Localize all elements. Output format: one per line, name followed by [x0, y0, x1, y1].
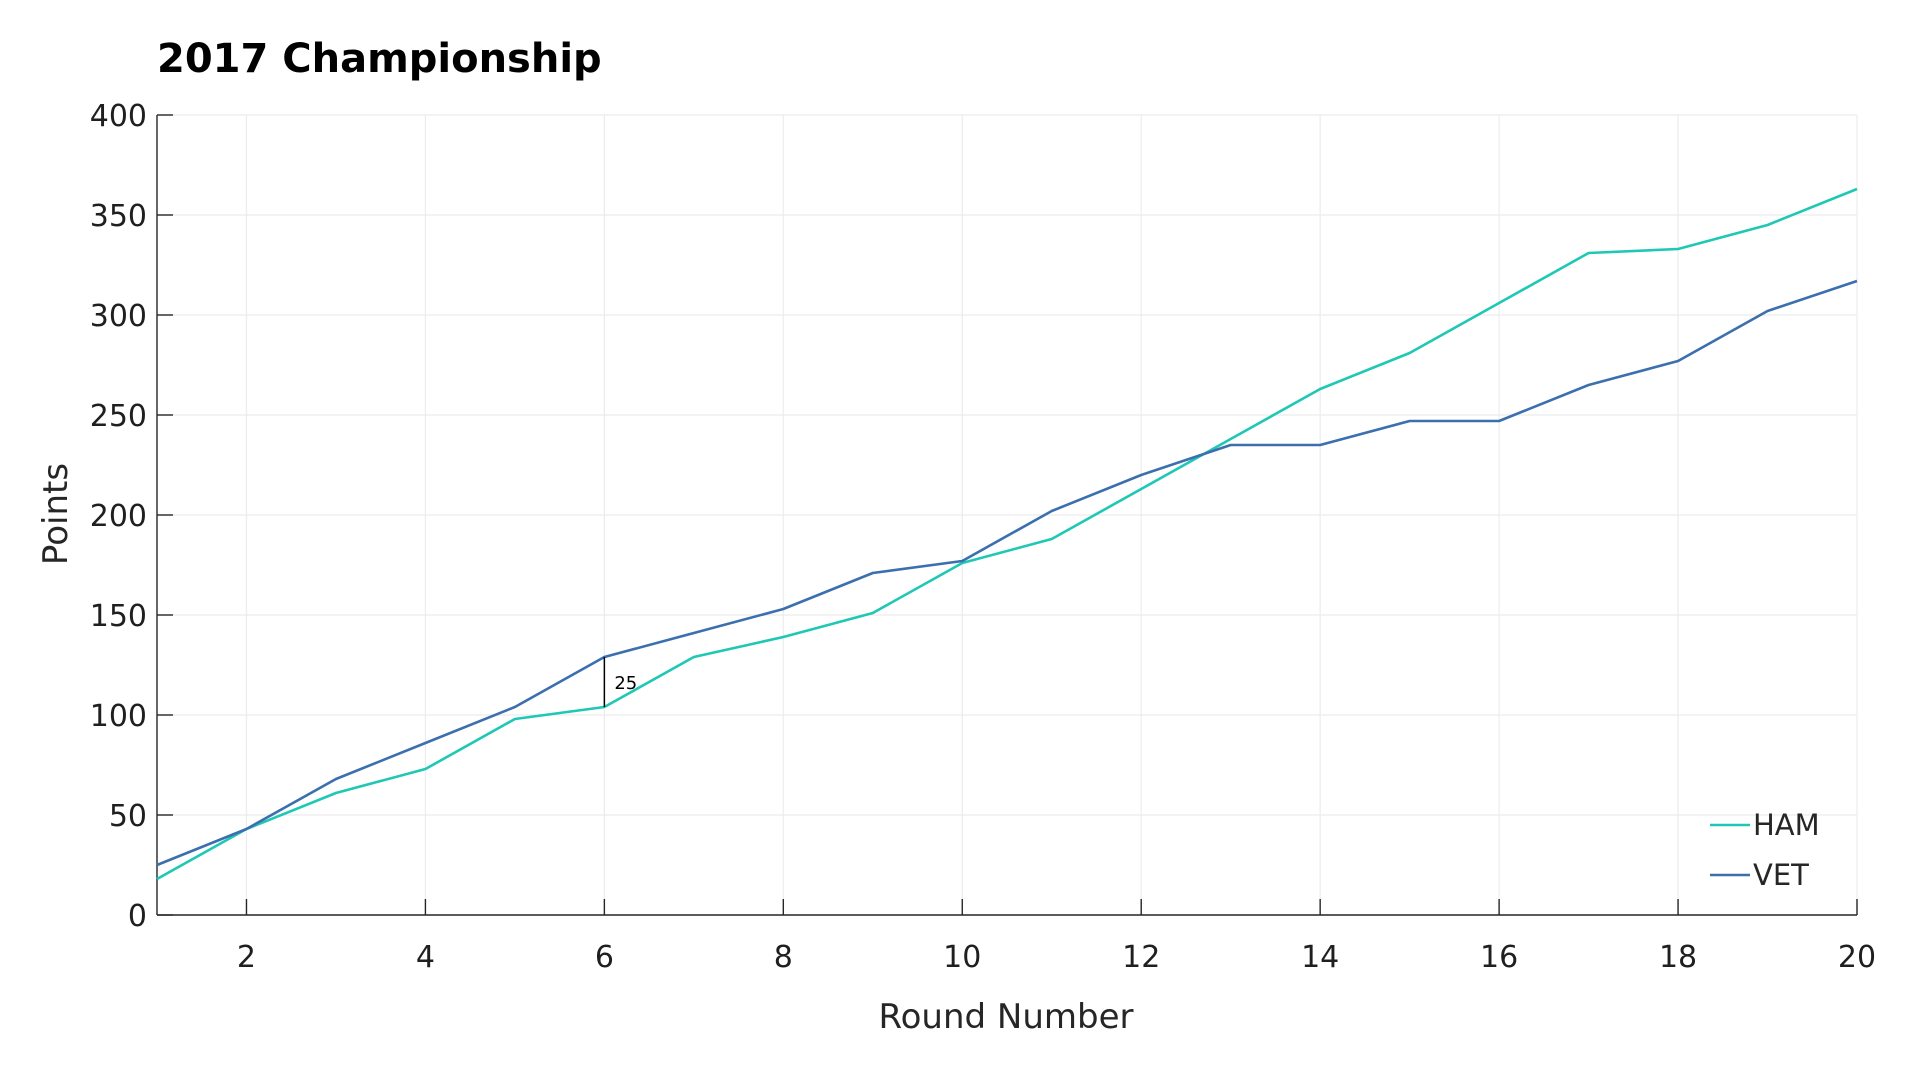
x-tick-label: 2	[237, 940, 256, 975]
legend-label-vet: VET	[1753, 858, 1809, 892]
x-tick-label: 4	[416, 940, 435, 975]
y-tick-label: 400	[90, 99, 147, 134]
y-tick-label: 200	[90, 499, 147, 534]
x-tick-label: 14	[1301, 940, 1339, 975]
y-axis-ticks: 0 50 100 150 200 250 300 350 400	[90, 99, 173, 934]
x-tick-label: 10	[943, 940, 981, 975]
series-line-vet	[156, 279, 1858, 867]
x-tick-label: 20	[1838, 940, 1876, 975]
y-tick-label: 150	[90, 599, 147, 634]
legend: HAM VET	[1710, 808, 1820, 892]
x-tick-label: 12	[1122, 940, 1160, 975]
series-layer	[156, 187, 1858, 881]
x-axis-ticks: 2 4 6 8 10 12 14 16 18 20	[237, 899, 1876, 975]
grid	[157, 114, 1858, 916]
x-tick-label: 6	[595, 940, 614, 975]
legend-label-ham: HAM	[1753, 808, 1820, 842]
y-tick-label: 50	[109, 799, 147, 834]
annotation-layer: 25	[603, 657, 637, 707]
y-tick-label: 0	[128, 899, 147, 934]
y-tick-label: 300	[90, 299, 147, 334]
gap-annotation-label: 25	[614, 673, 637, 694]
y-axis-label: Points	[36, 463, 76, 565]
series-line-ham	[156, 187, 1858, 881]
y-tick-label: 350	[90, 199, 147, 234]
x-tick-label: 18	[1659, 940, 1697, 975]
x-tick-label: 8	[774, 940, 793, 975]
x-tick-label: 16	[1480, 940, 1518, 975]
x-axis-label: Round Number	[879, 997, 1134, 1037]
y-tick-label: 250	[90, 399, 147, 434]
y-tick-label: 100	[90, 699, 147, 734]
chart-title: 2017 Championship	[157, 36, 602, 82]
